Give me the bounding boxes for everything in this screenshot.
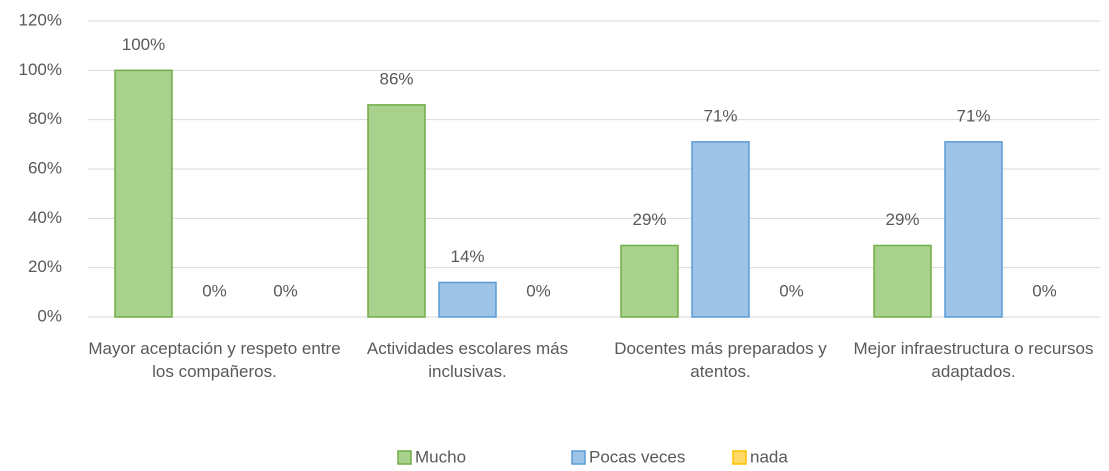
data-label: 0% [526, 281, 551, 300]
y-tick-label: 100% [19, 60, 62, 79]
legend-swatch [571, 450, 586, 465]
data-label: 14% [450, 247, 484, 266]
data-label: 71% [956, 106, 990, 125]
x-tick-label: Docentes más preparados y atentos. [614, 339, 827, 381]
legend-label: nada [750, 447, 788, 466]
y-tick-label: 20% [28, 257, 62, 276]
legend-label: Mucho [415, 447, 466, 466]
bar [691, 141, 750, 318]
data-label: 0% [1032, 281, 1057, 300]
data-label: 29% [885, 210, 919, 229]
bar [944, 141, 1003, 318]
bar [367, 104, 426, 318]
data-label: 0% [273, 281, 298, 300]
y-tick-label: 0% [37, 306, 62, 325]
data-label: 71% [703, 106, 737, 125]
legend-label: Pocas veces [589, 447, 685, 466]
y-tick-label: 80% [28, 109, 62, 128]
y-tick-label: 40% [28, 208, 62, 227]
x-tick-label: Mayor aceptación y respeto entre los com… [88, 339, 341, 381]
bar [438, 281, 497, 318]
bar [873, 244, 932, 318]
y-tick-label: 60% [28, 158, 62, 177]
bar [114, 69, 173, 318]
x-tick-label: Actividades escolares más inclusivas. [366, 339, 569, 381]
data-label: 0% [779, 281, 804, 300]
y-tick-label: 120% [19, 10, 62, 29]
legend-swatch [397, 450, 412, 465]
data-label: 29% [632, 210, 666, 229]
bar [620, 244, 679, 318]
data-label: 100% [122, 35, 165, 54]
data-label: 0% [202, 281, 227, 300]
x-tick-label: Mejor infraestructura o recursos adaptad… [853, 339, 1094, 381]
data-label: 86% [379, 69, 413, 88]
legend-swatch [732, 450, 747, 465]
